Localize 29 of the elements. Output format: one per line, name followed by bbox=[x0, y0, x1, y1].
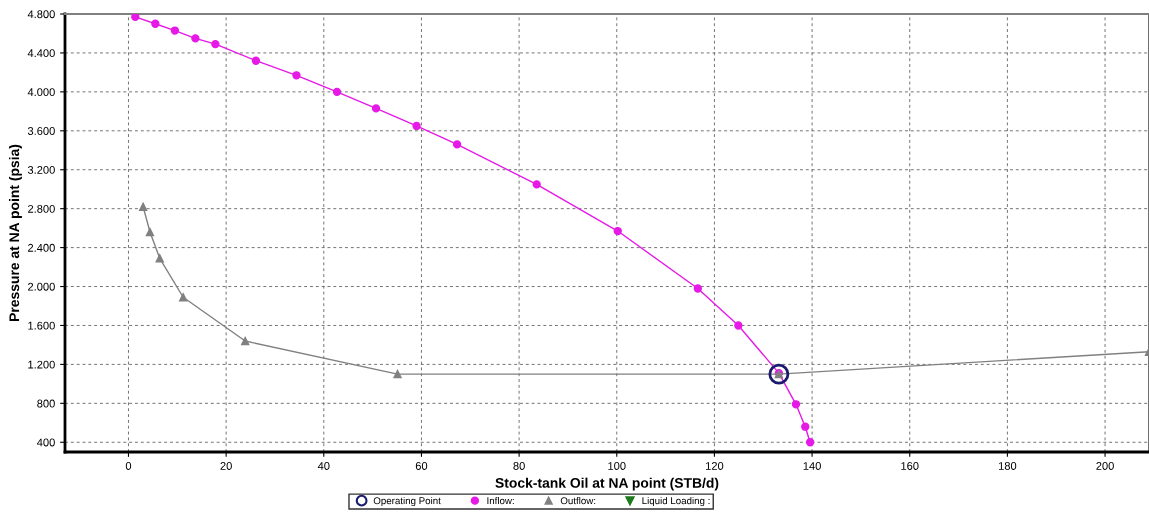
y-axis-title: Pressure at NA point (psia) bbox=[8, 144, 22, 321]
y-tick-label: 2.400 bbox=[28, 243, 55, 252]
x-tick-label: 140 bbox=[803, 462, 821, 470]
y-tick-label: 1.200 bbox=[28, 360, 55, 369]
y-tick-label: 4.000 bbox=[27, 88, 55, 96]
legend-label: Operating Point bbox=[373, 497, 441, 507]
y-tick-label: 2.000 bbox=[28, 282, 55, 291]
y-tick-label: 3.600 bbox=[27, 127, 55, 135]
y-tick-label: 1.600 bbox=[28, 321, 55, 330]
x-tick-label: 100 bbox=[608, 462, 626, 470]
x-tick-label: 20 bbox=[220, 462, 232, 470]
legend-label: Inflow: bbox=[487, 497, 514, 505]
x-tick-label: 0 bbox=[125, 462, 132, 470]
y-tick-label: 800 bbox=[37, 399, 55, 408]
x-tick-label: 160 bbox=[901, 462, 919, 470]
x-tick-label: 120 bbox=[706, 462, 724, 470]
y-tick-label: 4.400 bbox=[27, 49, 55, 58]
x-axis-title: Stock-tank Oil at NA point (STB/d) bbox=[495, 477, 719, 491]
y-tick-label: 400 bbox=[37, 438, 55, 447]
legend-label: Liquid Loading : bbox=[642, 497, 710, 507]
x-tick-label: 180 bbox=[998, 462, 1017, 470]
y-tick-label: 2.800 bbox=[28, 204, 55, 213]
x-tick-label: 60 bbox=[415, 462, 428, 470]
x-tick-label: 80 bbox=[513, 462, 525, 470]
y-tick-label: 4.800 bbox=[27, 10, 55, 19]
y-tick-label: 3.200 bbox=[27, 166, 55, 174]
x-tick-label: 200 bbox=[1096, 462, 1114, 470]
x-tick-label: 40 bbox=[317, 462, 330, 470]
legend-label: Outflow: bbox=[560, 497, 596, 505]
